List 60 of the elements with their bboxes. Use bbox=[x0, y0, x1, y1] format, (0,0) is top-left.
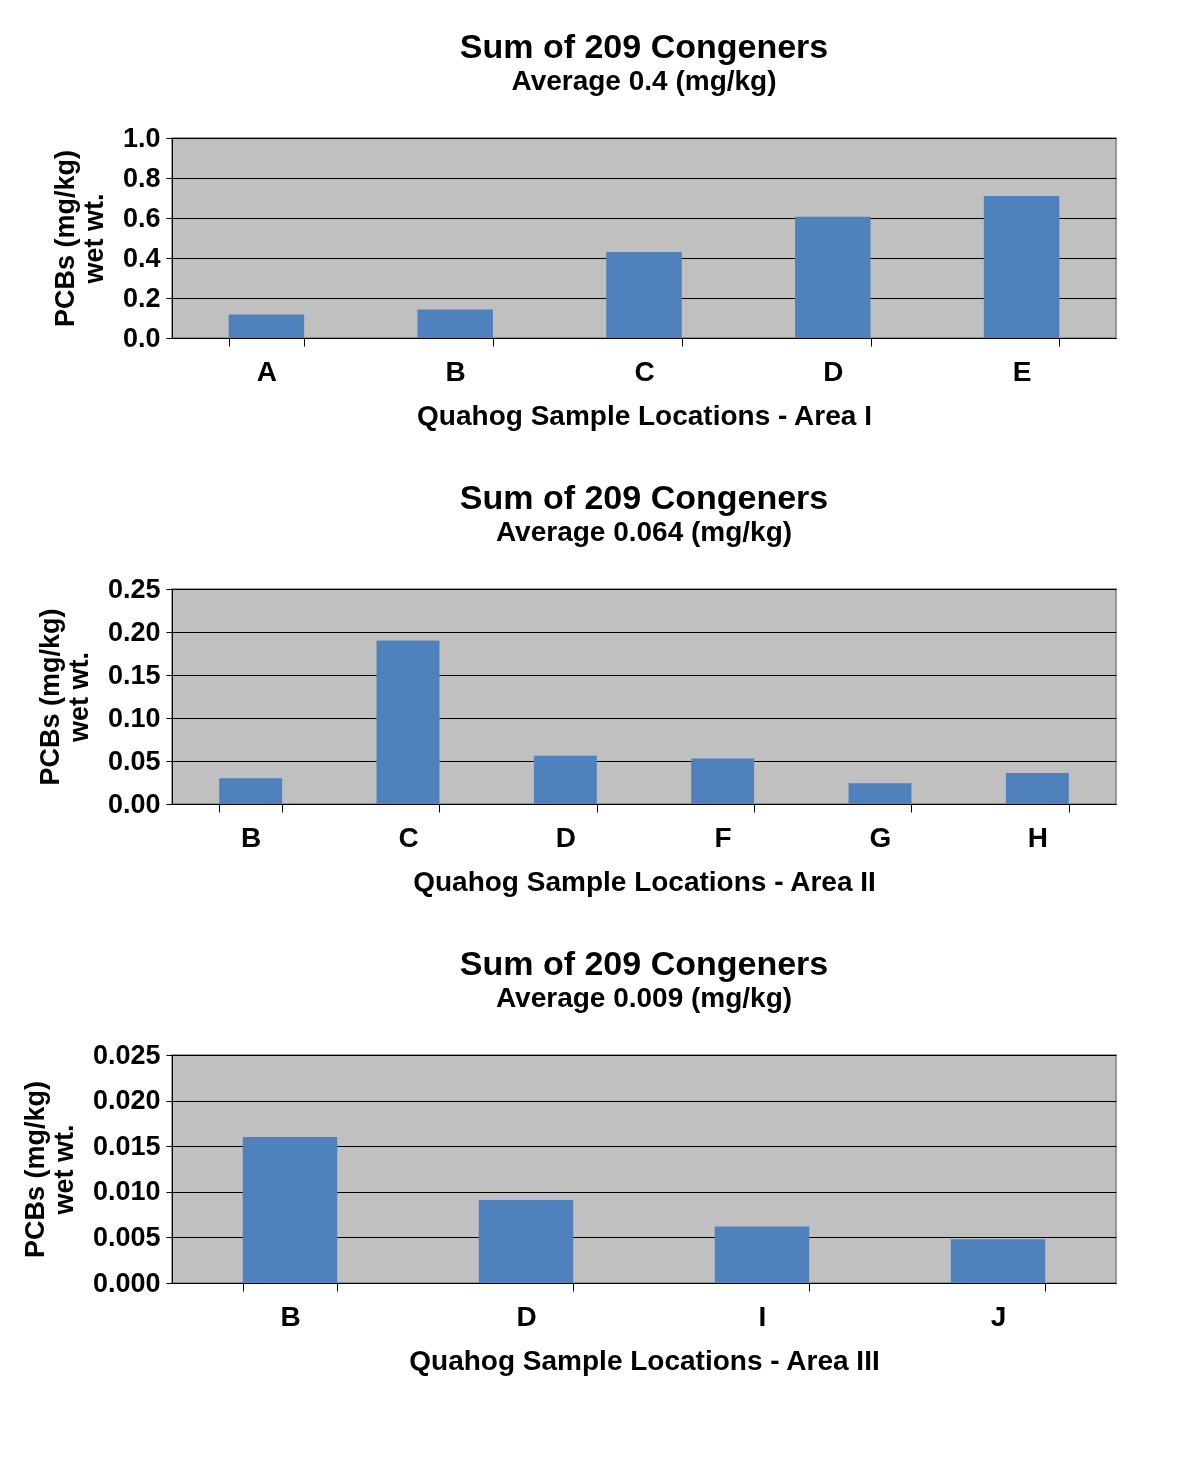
y-tick-label: 0.4 bbox=[122, 242, 161, 273]
chart-subtitle: Average 0.064 (mg/kg) bbox=[495, 516, 793, 547]
x-tick-label: E bbox=[1012, 355, 1032, 387]
bar bbox=[714, 1226, 810, 1283]
bar bbox=[417, 309, 493, 338]
bar bbox=[242, 1137, 338, 1283]
y-tick-label: 0.25 bbox=[107, 573, 161, 604]
y-tick-label: 0.000 bbox=[92, 1267, 161, 1298]
x-tick-label: J bbox=[990, 1300, 1007, 1332]
y-axis-title: PCBs (mg/kg) wet wt. bbox=[34, 608, 94, 786]
x-tick-label: C bbox=[398, 821, 419, 853]
y-axis-title: PCBs (mg/kg) wet wt. bbox=[19, 1080, 79, 1259]
bar bbox=[219, 778, 283, 804]
y-tick-label: 0.020 bbox=[92, 1085, 161, 1116]
y-tick-label: 0.2 bbox=[122, 282, 161, 313]
x-tick-label: D bbox=[823, 355, 844, 387]
bar bbox=[983, 196, 1060, 338]
chart-title: Sum of 209 Congeners bbox=[459, 478, 829, 516]
x-axis-title: Quahog Sample Locations - Area II bbox=[413, 865, 876, 897]
y-tick-label: 0.025 bbox=[92, 1039, 161, 1070]
x-tick-label: D bbox=[516, 1300, 537, 1332]
x-tick-label: B bbox=[280, 1300, 301, 1332]
y-tick-label: 1.0 bbox=[122, 122, 161, 153]
y-tick-label: 0.6 bbox=[122, 202, 161, 233]
chart-subtitle: Average 0.4 (mg/kg) bbox=[511, 65, 777, 96]
bar bbox=[795, 216, 871, 338]
bar bbox=[848, 783, 912, 804]
y-tick-label: 0.005 bbox=[92, 1221, 161, 1252]
bar bbox=[1005, 773, 1069, 804]
y-tick-label: 0.10 bbox=[107, 702, 161, 733]
y-tick-label: 0.015 bbox=[92, 1130, 161, 1161]
x-tick-label: H bbox=[1027, 821, 1048, 853]
y-tick-label: 0.15 bbox=[107, 659, 161, 690]
chart-title: Sum of 209 Congeners bbox=[459, 944, 829, 982]
y-tick-label: 0.00 bbox=[107, 788, 161, 819]
x-axis-title: Quahog Sample Locations - Area I bbox=[417, 399, 872, 431]
x-axis-title: Quahog Sample Locations - Area III bbox=[409, 1344, 880, 1376]
bar bbox=[950, 1239, 1046, 1283]
bar bbox=[533, 755, 597, 804]
x-tick-label: A bbox=[256, 355, 278, 387]
y-tick-label: 0.8 bbox=[122, 162, 161, 193]
bar bbox=[478, 1200, 574, 1283]
y-axis-title: PCBs (mg/kg) wet wt. bbox=[49, 149, 109, 328]
y-tick-label: 0.0 bbox=[122, 322, 161, 353]
bar bbox=[606, 252, 682, 338]
x-tick-label: B bbox=[445, 355, 466, 387]
x-tick-label: B bbox=[241, 821, 262, 853]
x-tick-label: D bbox=[555, 821, 576, 853]
y-tick-label: 0.05 bbox=[107, 745, 161, 776]
chart-subtitle: Average 0.009 (mg/kg) bbox=[495, 982, 793, 1013]
bar bbox=[691, 758, 755, 804]
y-tick-label: 0.20 bbox=[107, 616, 161, 647]
bar bbox=[376, 640, 440, 804]
chart-title: Sum of 209 Congeners bbox=[459, 27, 829, 65]
bar bbox=[228, 314, 305, 338]
x-tick-label: C bbox=[634, 355, 655, 387]
x-tick-label: I bbox=[758, 1300, 767, 1332]
x-tick-label: G bbox=[869, 821, 892, 853]
x-tick-label: F bbox=[714, 821, 732, 853]
y-tick-label: 0.010 bbox=[92, 1176, 161, 1207]
